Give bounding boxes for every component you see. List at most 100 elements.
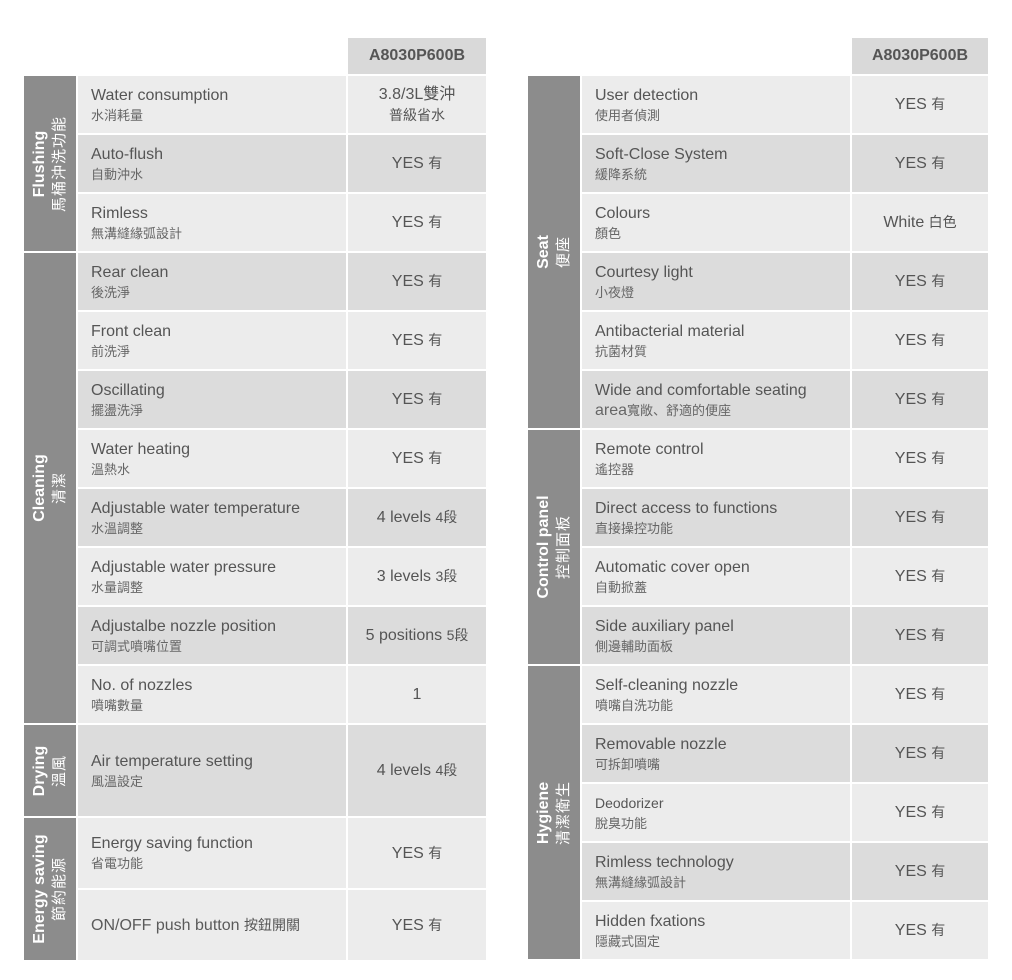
feature-name-zh: 顏色 xyxy=(595,225,622,241)
feature-cell: Rear clean 後洗淨 xyxy=(78,253,348,310)
feature-name-zh: 水消耗量 xyxy=(91,107,144,123)
right-header-row: A8030P600B xyxy=(528,38,988,74)
table-row: Hygiene 清潔衛生 Self-cleaning nozzle 噴嘴自洗功能 Y… xyxy=(528,666,988,959)
value-cell: YES 有 xyxy=(852,666,988,723)
value-cell: YES 有 xyxy=(348,371,486,428)
value-text-zh: 有 xyxy=(428,916,443,933)
feature-cell: Water heating 溫熱水 xyxy=(78,430,348,487)
feature-cell: Front clean 前洗淨 xyxy=(78,312,348,369)
feature-name-zh: 後洗淨 xyxy=(91,284,131,300)
value-text: YES xyxy=(391,391,424,408)
value-text: 1 xyxy=(412,685,422,703)
feature-name-zh: 緩降系統 xyxy=(595,166,648,182)
feature-name-zh: 擺盪洗淨 xyxy=(91,402,144,418)
feature-cell: Colours 顏色 xyxy=(582,194,852,251)
value-text: 4 levels xyxy=(376,509,431,526)
value-text: YES xyxy=(391,450,424,467)
table-row: Adjustalbe nozzle position 可調式噴嘴位置 5 posi… xyxy=(24,607,486,664)
feature-cell: User detection 使用者偵測 xyxy=(582,76,852,133)
value-text: YES xyxy=(894,804,927,821)
value-text: YES xyxy=(894,568,927,585)
feature-name-en: Air temperature setting xyxy=(91,752,253,770)
feature-name-en: Courtesy light xyxy=(595,263,693,281)
value-cell: YES 有 xyxy=(348,890,486,960)
value-cell: YES 有 xyxy=(348,253,486,310)
feature-cell: Self-cleaning nozzle 噴嘴自洗功能 xyxy=(582,666,852,723)
feature-name-en: Water heating xyxy=(91,440,191,458)
value-cell: YES 有 xyxy=(852,253,988,310)
value-cell: 4 levels 4段 xyxy=(348,489,486,546)
table-row: Seat 便座 User detection 使用者偵測 YES 有 xyxy=(528,76,988,428)
value-text-zh: 有 xyxy=(931,450,946,466)
value-cell: 3 levels 3段 xyxy=(348,548,486,605)
feature-name-zh: 側邊輔助面板 xyxy=(595,638,674,654)
feature-name-zh: 無溝縫緣弧設計 xyxy=(595,874,687,890)
feature-name-zh: 可調式噴嘴位置 xyxy=(91,638,183,654)
feature-name-en: Oscillating xyxy=(91,381,165,399)
value-cell: 5 positions 5段 xyxy=(348,607,486,664)
feature-cell: Wide and comfortable seating area寬敞、舒適的便座 xyxy=(582,371,852,428)
model-header-right: A8030P600B xyxy=(852,38,988,74)
group-label-en: Cleaning xyxy=(31,454,48,522)
right-spec-table: A8030P600B Seat 便座 User detection 使用者偵測 YE… xyxy=(528,36,988,961)
feature-name-zh: 自動掀蓋 xyxy=(595,579,648,595)
feature-name-zh: 噴嘴自洗功能 xyxy=(595,697,674,713)
feature-name-en: User detection xyxy=(595,86,699,104)
group-hygiene: Hygiene 清潔衛生 xyxy=(528,666,582,959)
value-text-zh: 有 xyxy=(428,214,443,230)
table-row: Rimless 無溝縫緣弧設計 YES 有 xyxy=(24,194,486,251)
feature-name-zh: 隱藏式固定 xyxy=(595,933,661,949)
feature-name-en: Rear clean xyxy=(91,263,169,281)
value-text-zh: 有 xyxy=(931,509,946,525)
value-text: YES xyxy=(894,863,927,880)
value-text-zh: 5段 xyxy=(446,627,469,643)
value-text-zh: 有 xyxy=(931,96,946,112)
left-header-row: A8030P600B xyxy=(24,38,486,74)
table-row: Automatic cover open 自動掀蓋 YES 有 xyxy=(528,548,988,605)
value-text: 4 levels xyxy=(376,762,431,779)
feature-cell: Removable nozzle 可拆卸噴嘴 xyxy=(582,725,852,782)
feature-cell: Deodorizer 脫臭功能 xyxy=(582,784,852,841)
feature-cell: Adjustalbe nozzle position 可調式噴嘴位置 xyxy=(78,607,348,664)
group-label-zh: 便座 xyxy=(555,235,572,269)
value-cell: 3.8/3L雙沖 普級省水 xyxy=(348,76,486,133)
value-text-2: 普級省水 xyxy=(389,106,445,123)
feature-name-en: Deodorizer xyxy=(595,794,664,811)
value-cell: YES 有 xyxy=(852,371,988,428)
feature-name-en: No. of nozzles xyxy=(91,676,193,694)
table-row: Energy saving 節約能源 Energy saving function… xyxy=(24,818,486,960)
feature-cell: Automatic cover open 自動掀蓋 xyxy=(582,548,852,605)
group-seat: Seat 便座 xyxy=(528,76,582,428)
table-row: Wide and comfortable seating area寬敞、舒適的便座… xyxy=(528,371,988,428)
table-row: Colours 顏色 White 白色 xyxy=(528,194,988,251)
table-row: Side auxiliary panel 側邊輔助面板 YES 有 xyxy=(528,607,988,664)
group-label-en: Drying xyxy=(31,745,48,796)
value-text: YES xyxy=(894,509,927,526)
group-drying: Drying 溫風 xyxy=(24,725,78,816)
value-cell: YES 有 xyxy=(348,312,486,369)
value-cell: 1 xyxy=(348,666,486,723)
value-cell: YES 有 xyxy=(852,725,988,782)
feature-name-zh: 遙控器 xyxy=(595,461,635,477)
table-row: Courtesy light 小夜燈 YES 有 xyxy=(528,253,988,310)
table-row: Rimless technology 無溝縫緣弧設計 YES 有 xyxy=(528,843,988,900)
feature-name-zh: 省電功能 xyxy=(91,856,144,871)
value-text-zh: 有 xyxy=(931,568,946,584)
feature-cell: Water consumption 水消耗量 xyxy=(78,76,348,133)
feature-name-zh: 按鈕開關 xyxy=(243,917,300,933)
value-text-zh: 有 xyxy=(931,391,946,407)
value-text: YES xyxy=(894,922,927,939)
value-text-zh: 有 xyxy=(931,804,946,820)
feature-name-en: Antibacterial material xyxy=(595,322,745,340)
feature-name-en: Energy saving function xyxy=(91,835,253,852)
value-text: YES xyxy=(894,391,927,408)
table-row: Adjustable water pressure 水量調整 3 levels 3… xyxy=(24,548,486,605)
feature-cell: Rimless 無溝縫緣弧設計 xyxy=(78,194,348,251)
feature-cell: Hidden fxations 隱藏式固定 xyxy=(582,902,852,959)
group-label-en: Control panel xyxy=(535,495,552,599)
feature-name-en: Self-cleaning nozzle xyxy=(595,676,739,694)
value-cell: YES 有 xyxy=(348,430,486,487)
value-text: 3.8/3L雙沖 xyxy=(378,85,456,103)
feature-name-zh: 自動沖水 xyxy=(91,166,144,182)
feature-cell: ON/OFF push button 按鈕開關 xyxy=(78,890,348,960)
